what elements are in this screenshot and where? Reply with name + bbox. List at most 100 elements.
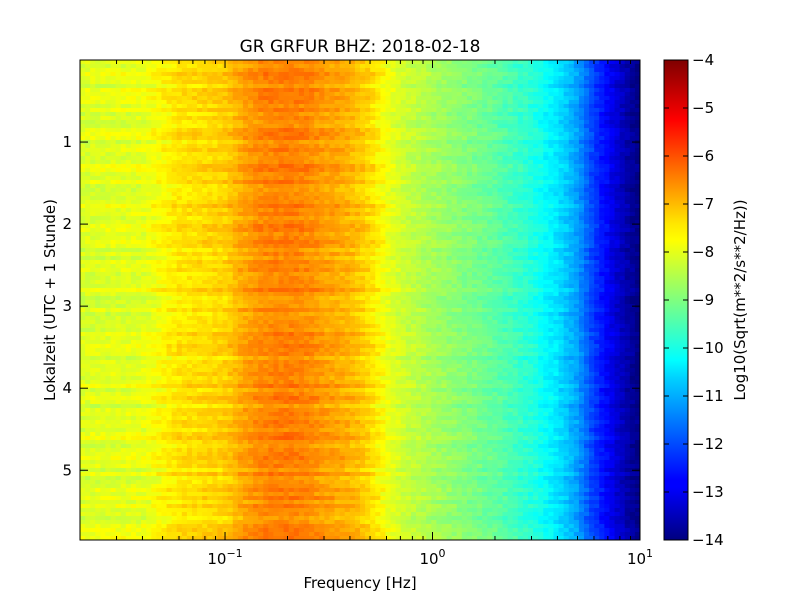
heatmap-cell	[100, 92, 107, 97]
heatmap-cell	[421, 160, 427, 165]
heatmap-cell	[309, 68, 315, 73]
heatmap-cell	[528, 224, 534, 229]
heatmap-cell	[105, 92, 112, 97]
heatmap-cell	[543, 128, 549, 133]
heatmap-cell	[599, 124, 605, 129]
heatmap-cell	[426, 160, 432, 165]
heatmap-cell	[298, 212, 305, 217]
heatmap-cell	[161, 200, 168, 205]
heatmap-cell	[334, 148, 341, 153]
heatmap-cell	[395, 84, 402, 89]
heatmap-cell	[553, 228, 560, 233]
heatmap-cell	[395, 60, 402, 65]
heatmap-cell	[477, 228, 483, 233]
heatmap-cell	[293, 208, 300, 213]
heatmap-cell	[202, 72, 208, 77]
heatmap-cell	[115, 72, 122, 77]
heatmap-cell	[329, 160, 336, 165]
heatmap-cell	[253, 88, 259, 93]
heatmap-cell	[492, 232, 499, 237]
heatmap-cell	[237, 156, 244, 161]
heatmap-cell	[80, 240, 86, 245]
heatmap-cell	[543, 200, 549, 205]
heatmap-cell	[354, 64, 361, 69]
heatmap-cell	[186, 140, 193, 145]
heatmap-cell	[105, 76, 112, 81]
heatmap-cell	[410, 196, 417, 201]
heatmap-cell	[543, 168, 549, 173]
heatmap-cell	[416, 100, 422, 105]
heatmap-cell	[197, 128, 203, 133]
heatmap-cell	[309, 228, 315, 233]
heatmap-cell	[334, 228, 341, 233]
heatmap-cell	[507, 104, 514, 109]
heatmap-cell	[298, 124, 305, 129]
heatmap-cell	[90, 132, 96, 137]
heatmap-cell	[416, 160, 422, 165]
heatmap-cell	[283, 196, 290, 201]
heatmap-cell	[609, 144, 616, 149]
heatmap-cell	[309, 88, 315, 93]
heatmap-cell	[512, 212, 519, 217]
heatmap-cell	[461, 180, 468, 185]
heatmap-cell	[298, 216, 305, 221]
heatmap-cell	[105, 68, 112, 73]
heatmap-cell	[120, 96, 127, 101]
heatmap-cell	[512, 204, 519, 209]
heatmap-cell	[207, 108, 213, 113]
heatmap-cell	[360, 68, 366, 73]
heatmap-cell	[599, 68, 605, 73]
heatmap-cell	[624, 184, 631, 189]
heatmap-cell	[85, 72, 91, 77]
heatmap-cell	[456, 164, 463, 169]
heatmap-cell	[573, 224, 580, 229]
heatmap-cell	[543, 136, 549, 141]
heatmap-cell	[186, 144, 193, 149]
heatmap-cell	[624, 212, 631, 217]
heatmap-cell	[232, 104, 239, 109]
heatmap-cell	[212, 160, 219, 165]
heatmap-cell	[446, 144, 453, 149]
heatmap-cell	[461, 100, 468, 105]
heatmap-cell	[589, 128, 595, 133]
heatmap-cell	[90, 188, 96, 193]
heatmap-cell	[253, 152, 259, 157]
heatmap-cell	[395, 108, 402, 113]
heatmap-cell	[339, 224, 346, 229]
heatmap-cell	[436, 116, 443, 121]
heatmap-cell	[166, 96, 173, 101]
heatmap-cell	[181, 236, 188, 241]
heatmap-cell	[538, 88, 544, 93]
heatmap-cell	[538, 124, 544, 129]
heatmap-cell	[553, 164, 560, 169]
heatmap-cell	[482, 88, 488, 93]
heatmap-cell	[578, 224, 585, 229]
heatmap-cell	[197, 136, 203, 141]
heatmap-cell	[248, 236, 254, 241]
heatmap-cell	[410, 212, 417, 217]
heatmap-cell	[242, 144, 249, 149]
heatmap-cell	[334, 136, 341, 141]
heatmap-cell	[278, 84, 285, 89]
heatmap-cell	[390, 196, 397, 201]
heatmap-cell	[151, 136, 157, 141]
heatmap-cell	[349, 176, 356, 181]
heatmap-cell	[507, 68, 514, 73]
heatmap-cell	[283, 120, 290, 125]
heatmap-cell	[105, 60, 112, 65]
heatmap-cell	[578, 64, 585, 69]
heatmap-cell	[268, 76, 275, 81]
heatmap-cell	[344, 116, 351, 121]
heatmap-cell	[456, 84, 463, 89]
heatmap-cell	[344, 216, 351, 221]
heatmap-cell	[507, 220, 514, 225]
heatmap-cell	[528, 216, 534, 221]
heatmap-cell	[344, 112, 351, 117]
heatmap-cell	[634, 204, 640, 209]
heatmap-cell	[563, 232, 570, 237]
heatmap-cell	[329, 164, 336, 169]
heatmap-cell	[568, 104, 575, 109]
heatmap-cell	[482, 60, 488, 65]
heatmap-cell	[248, 76, 254, 81]
heatmap-cell	[115, 196, 122, 201]
